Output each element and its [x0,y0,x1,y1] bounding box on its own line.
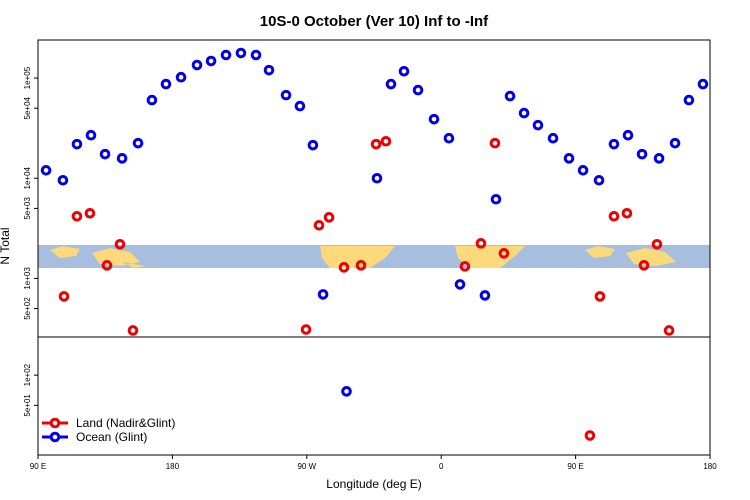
point [175,71,187,83]
point [454,279,466,290]
point [443,132,455,144]
point [294,100,306,112]
point [683,94,695,106]
point [475,238,487,249]
point [697,78,709,90]
point [127,325,139,336]
x-tick-label: 0 [439,462,444,471]
point [40,165,52,176]
legend-marker [49,431,61,443]
y-tick-label: 5e+04 [23,96,32,119]
point [504,90,516,102]
point [58,291,70,302]
point [594,291,606,302]
point [622,129,634,141]
map-strip [38,245,710,268]
point [621,207,633,219]
point [307,139,319,151]
point [638,260,650,271]
point [490,193,502,205]
point [608,138,620,150]
point [412,84,424,96]
point [250,49,262,61]
point [370,138,382,150]
legend-label: Land (Nadir&Glint) [76,416,175,430]
point [114,239,126,250]
point [653,153,665,164]
point [479,290,491,301]
point [101,260,113,271]
point [263,64,275,76]
point [651,239,663,250]
x-tick-label: 90 E [30,462,46,471]
point [547,132,559,144]
point [532,119,544,131]
point [459,261,471,272]
point [84,207,96,219]
point [380,135,392,147]
plot-frame [37,39,711,456]
y-tick-label: 5e+01 [23,394,32,417]
legend-label: Ocean (Glint) [76,430,147,444]
x-tick-label: 180 [166,462,180,471]
point [577,165,589,176]
y-tick-label: 5e+02 [23,297,32,320]
point [593,174,605,186]
y-tick-label: 1e+05 [23,66,32,89]
point [584,430,596,441]
point [428,113,440,125]
chart-title: 10S-0 October (Ver 10) Inf to -Inf [260,13,489,30]
y-tick-label: 1e+02 [23,363,32,386]
x-tick-label: 90 W [297,462,316,471]
point [313,219,325,231]
point [280,89,292,101]
point [235,47,247,59]
point [57,174,69,186]
point [338,262,350,273]
point [205,55,217,67]
point [398,65,410,77]
y-axis-label: N Total [0,227,12,264]
point [498,248,510,259]
point [663,325,675,336]
point [669,137,681,149]
point [355,260,367,271]
point [489,137,501,149]
point [116,153,128,164]
point [636,148,648,160]
point [191,59,203,71]
y-tick-label: 1e+04 [23,166,32,189]
y-tick-label: 5e+03 [23,197,32,220]
point [323,212,335,223]
x-tick-label: 90 E [567,462,583,471]
point [385,78,397,90]
point [85,129,97,141]
point [341,386,352,397]
point [146,94,158,106]
point [71,138,83,150]
legend-marker [49,417,61,429]
point [608,210,620,222]
point [132,137,144,149]
x-tick-label: 180 [703,462,717,471]
point [71,210,83,222]
point [300,324,312,335]
point [317,289,329,300]
point [160,78,172,90]
point [518,107,530,119]
point [220,49,232,61]
y-tick-label: 1e+03 [23,267,32,290]
point [563,153,575,164]
x-axis-label: Longitude (deg E) [326,477,421,491]
point [371,172,383,184]
point [99,148,111,160]
